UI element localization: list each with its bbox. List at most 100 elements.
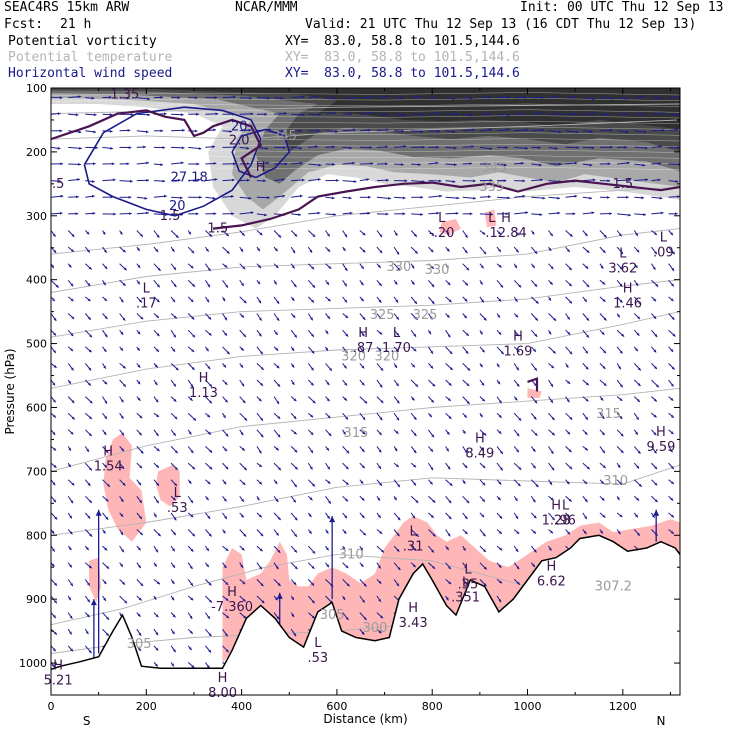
wind-arrowhead (138, 482, 141, 486)
wind-arrowhead (207, 481, 211, 485)
wind-arrowhead (643, 130, 647, 134)
wind-arrowhead (617, 464, 621, 468)
wind-arrowhead (276, 365, 280, 369)
wind-arrowhead (586, 466, 590, 470)
wind-arrowhead (388, 196, 391, 200)
wind-arrowhead (602, 514, 606, 518)
wind-arrowhead (658, 162, 662, 165)
wind-arrowhead (275, 566, 279, 570)
wind-arrowhead (517, 581, 520, 585)
wind-arrowhead (343, 530, 347, 534)
wind-arrowhead (472, 128, 475, 132)
wind-arrowhead (69, 515, 72, 519)
wind-arrowhead (291, 381, 295, 385)
wind-arrowhead (226, 351, 230, 355)
wind-arrowhead (233, 162, 236, 166)
field-wind-name: Horizontal wind speed (8, 66, 173, 81)
extremum-value: 1.70 (382, 341, 411, 356)
wind-arrowhead (206, 299, 209, 303)
high-marker: H (408, 601, 418, 616)
wind-arrowhead (413, 433, 417, 436)
wind-arrowhead (309, 249, 313, 253)
wind-arrowhead (414, 250, 418, 254)
wind-arrowhead (143, 145, 146, 149)
wind-arrowhead (360, 298, 364, 302)
wind-arrowhead (325, 347, 328, 351)
wind-arrowhead (208, 633, 212, 637)
y-tick-label: 600 (26, 401, 47, 414)
low-marker: L (619, 246, 627, 261)
wind-arrowhead (435, 161, 439, 165)
wind-arrowhead (264, 112, 267, 116)
wind-arrowhead (332, 96, 336, 100)
wind-arrowhead (121, 448, 124, 452)
wind-arrowhead (59, 129, 63, 133)
wind-arrowhead (87, 298, 91, 302)
wind-arrowhead (482, 498, 485, 502)
wind-arrowhead (572, 212, 576, 216)
wind-arrowhead (591, 146, 595, 150)
wind-arrowhead (551, 432, 555, 436)
wind-arrowhead (291, 347, 295, 351)
wind-arrowhead (284, 162, 288, 166)
wind-arrowhead (119, 231, 123, 235)
wind-arrowhead (277, 549, 281, 553)
wind-arrowhead (104, 298, 107, 301)
field-theta-name: Potential temperature (8, 50, 173, 65)
wind-arrowhead (189, 397, 193, 401)
wind-arrowhead (507, 95, 510, 99)
wind-arrowhead (275, 347, 279, 351)
wind-arrowhead (312, 234, 316, 237)
wind-arrowhead (225, 582, 229, 585)
wind-arrowhead (401, 129, 404, 133)
wind-arrowhead (113, 212, 116, 216)
wind-arrowhead (121, 466, 124, 469)
wind-arrowhead (140, 233, 143, 237)
wind-arrowhead (282, 194, 286, 198)
wind-arrowhead (675, 180, 679, 183)
wind-arrowhead (378, 432, 382, 435)
wind-arrowhead (518, 467, 522, 470)
wind-arrowhead (377, 514, 381, 518)
wind-arrowhead (247, 162, 250, 166)
wind-arrowhead (95, 146, 98, 150)
wind-arrowhead (516, 566, 520, 570)
wind-arrowhead (566, 514, 570, 518)
wind-arrowhead (78, 95, 81, 99)
wind-arrowhead (500, 467, 503, 471)
wind-arrowhead (87, 249, 90, 253)
wind-arrowhead (483, 583, 487, 587)
wind-arrowhead (328, 265, 332, 269)
terrain-fill (51, 535, 680, 695)
wind-arrowhead (137, 547, 141, 551)
wind-arrowhead (413, 464, 417, 468)
low-pv-region-1 (103, 433, 147, 542)
wind-arrowhead (586, 284, 590, 288)
wind-arrowhead (421, 112, 424, 116)
y-tick-label: 800 (26, 529, 47, 542)
wind-arrowhead (534, 400, 538, 404)
wind-arrowhead (464, 414, 467, 418)
wind-arrowhead (456, 112, 459, 116)
wind-arrowhead (378, 299, 382, 303)
wind-arrowhead (362, 599, 365, 603)
wind-arrowhead (311, 333, 314, 337)
wind-arrowhead (403, 145, 407, 148)
wind-arrowhead (557, 211, 561, 215)
wind-arrowhead (189, 615, 193, 619)
wind-arrowhead (213, 212, 217, 216)
wind-arrowhead (363, 532, 366, 536)
wind-arrowhead (384, 112, 388, 116)
wind-arrowhead (240, 432, 244, 436)
wind-arrowhead (592, 97, 596, 101)
wind-arrowhead (109, 129, 113, 133)
wind-arrowhead (603, 350, 606, 354)
wind-arrowhead (88, 433, 92, 436)
wind-arrowhead (447, 282, 451, 285)
wind-arrowhead (233, 95, 236, 99)
wind-arrowhead (397, 567, 401, 571)
wind-arrowhead (191, 316, 195, 320)
wind-arrowhead (422, 145, 425, 149)
wind-arrowhead (431, 549, 434, 553)
wind-arrowhead (654, 251, 657, 255)
